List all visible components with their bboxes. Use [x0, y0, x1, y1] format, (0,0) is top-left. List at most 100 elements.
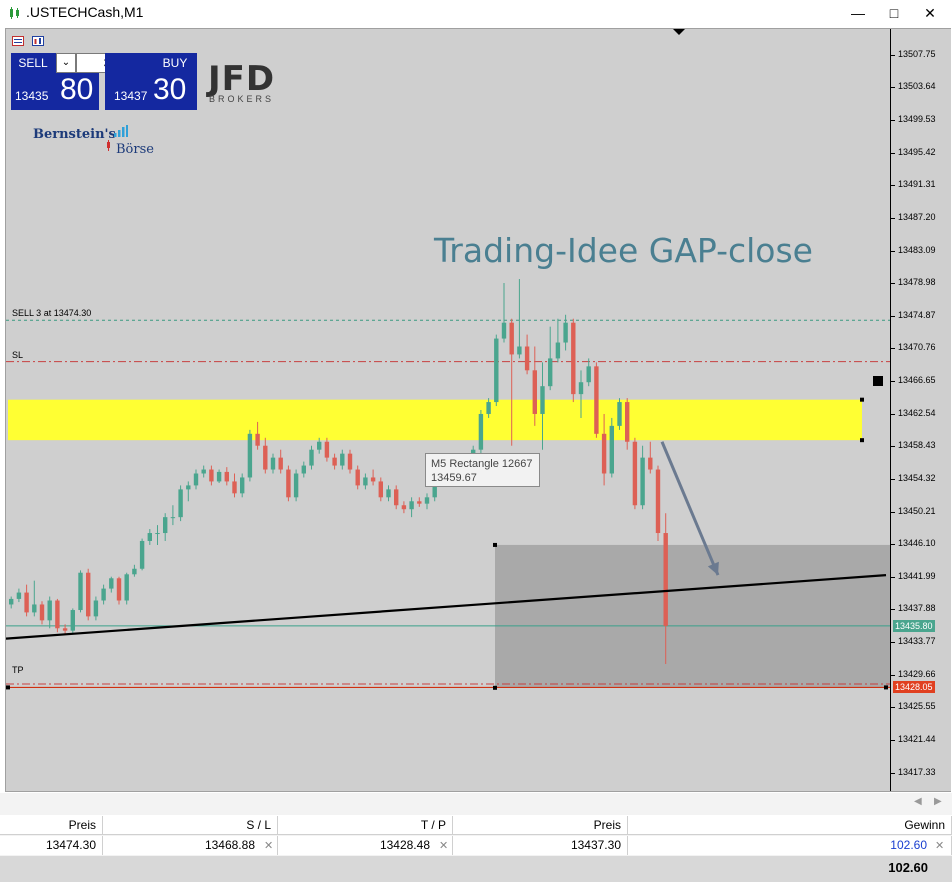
- chart-scrollbar[interactable]: ◀ ▶: [0, 793, 952, 815]
- window-titlebar: .USTECHCash,M1 — □ ✕: [0, 0, 952, 26]
- candle-body: [147, 533, 152, 541]
- buy-panel[interactable]: BUY 13437 30: [105, 53, 197, 110]
- candle-body: [116, 578, 122, 601]
- tp-price-tag: 13428.05: [893, 681, 935, 694]
- candle-body: [109, 578, 114, 589]
- candle-body: [78, 572, 83, 611]
- axis-tick-label: 13425.55: [898, 701, 936, 712]
- candle-body: [663, 533, 668, 626]
- candle-body: [193, 473, 199, 486]
- sell-panel[interactable]: SELL 13435 80: [11, 53, 99, 110]
- axis-tick-label: 13478.98: [898, 277, 936, 288]
- candle-body: [632, 441, 638, 506]
- candle-body: [386, 489, 391, 498]
- selection-handle: [884, 685, 888, 690]
- scroll-right-icon[interactable]: ▶: [934, 796, 942, 807]
- candle-body: [363, 477, 368, 486]
- cell-open-price: 13474.30: [0, 836, 103, 855]
- target-zone-rectangle: [495, 544, 890, 688]
- candle-body: [32, 604, 37, 613]
- axis-tick: [891, 511, 895, 513]
- axis-tick: [891, 413, 895, 415]
- candle-body: [86, 572, 91, 617]
- candle-body: [517, 346, 522, 355]
- partner-logo-line1: Bernstein's: [33, 127, 116, 142]
- candle-body: [424, 497, 430, 504]
- scroll-left-icon[interactable]: ◀: [914, 796, 922, 807]
- candle-body: [93, 600, 99, 617]
- candle-body: [132, 568, 137, 575]
- candle-body: [62, 628, 68, 631]
- candlestick-chart[interactable]: [6, 29, 890, 791]
- quantity-down-button[interactable]: ⌄: [56, 53, 76, 73]
- candle-body: [309, 449, 314, 466]
- candle-body: [70, 610, 75, 631]
- candle-body: [394, 489, 399, 506]
- ask-price-big: 30: [153, 73, 187, 106]
- candle-body: [501, 322, 507, 339]
- axis-tick: [891, 152, 895, 154]
- candle-body: [124, 574, 129, 601]
- partner-logo-line2: Börse: [116, 142, 154, 157]
- sell-button[interactable]: SELL: [18, 56, 48, 70]
- axis-tick-label: 13462.54: [898, 407, 936, 418]
- candle-body: [563, 322, 568, 343]
- axis-tick: [891, 54, 895, 56]
- axis-tick-label: 13446.10: [898, 538, 936, 549]
- column-stop-loss[interactable]: S / L: [103, 816, 278, 835]
- candle-body: [255, 433, 260, 446]
- minimize-button[interactable]: —: [851, 5, 865, 21]
- rectangle-handle[interactable]: [873, 376, 883, 386]
- bid-price-small: 13435: [15, 89, 49, 103]
- axis-tick-label: 13499.53: [898, 114, 936, 125]
- candle-body: [332, 457, 337, 466]
- chart-area[interactable]: SELL 13435 80 ⌄ 3.00 ⌃ BUY 13437 30 JFD …: [5, 28, 951, 792]
- remove-sl-icon[interactable]: ✕: [264, 840, 274, 852]
- close-button[interactable]: ✕: [924, 5, 936, 21]
- candle-body: [178, 489, 183, 518]
- column-profit[interactable]: Gewinn: [628, 816, 952, 835]
- candle-logo-icon: [107, 140, 110, 151]
- axis-tick-label: 13507.75: [898, 48, 936, 59]
- candle-body: [609, 425, 614, 474]
- selection-handle: [860, 397, 864, 402]
- selection-handle: [493, 685, 497, 690]
- buy-button[interactable]: BUY: [162, 56, 188, 70]
- axis-tick-label: 13503.64: [898, 81, 936, 92]
- candle-body: [278, 457, 283, 470]
- axis-tick-label: 13491.31: [898, 179, 936, 190]
- axis-tick-label: 13470.76: [898, 342, 936, 353]
- column-current-price[interactable]: Preis: [453, 816, 628, 835]
- axis-tick: [891, 446, 895, 448]
- cell-take-profit[interactable]: 13428.48: [278, 836, 453, 855]
- maximize-button[interactable]: □: [889, 5, 899, 21]
- candle-body: [540, 386, 545, 414]
- candle-body: [509, 322, 514, 355]
- axis-tick-label: 13458.43: [898, 440, 936, 451]
- candle-body: [224, 471, 229, 482]
- candle-body: [101, 588, 106, 601]
- candle-body: [201, 469, 206, 474]
- remove-tp-icon[interactable]: ✕: [439, 840, 449, 852]
- axis-tick: [891, 185, 895, 187]
- cell-stop-loss[interactable]: 13468.88: [103, 836, 278, 855]
- candle-body: [378, 481, 383, 498]
- candle-body: [55, 600, 60, 629]
- window-title: .USTECHCash,M1: [26, 4, 144, 20]
- axis-tick: [891, 544, 895, 546]
- close-position-icon[interactable]: ✕: [935, 840, 945, 852]
- column-open-price[interactable]: Preis: [0, 816, 103, 835]
- chart-properties-icon[interactable]: [32, 36, 44, 46]
- positions-table: Preis S / L T / P Preis Gewinn 13474.30 …: [0, 816, 952, 882]
- chart-shift-marker-icon[interactable]: [673, 29, 685, 36]
- column-take-profit[interactable]: T / P: [278, 816, 453, 835]
- axis-tick-label: 13433.77: [898, 636, 936, 646]
- axis-tick: [891, 120, 895, 122]
- axis-tick: [891, 642, 895, 643]
- axis-tick-label: 13441.99: [898, 570, 936, 581]
- price-axis[interactable]: 13507.75 13503.64 13499.53 13495.42 13491.31…: [890, 29, 951, 791]
- axis-tick: [891, 250, 895, 252]
- chart-plot[interactable]: SELL 13435 80 ⌄ 3.00 ⌃ BUY 13437 30 JFD …: [6, 29, 890, 791]
- sell-order-label: SELL 3 at 13474.30: [12, 308, 92, 318]
- one-click-trading-icon[interactable]: [12, 36, 24, 46]
